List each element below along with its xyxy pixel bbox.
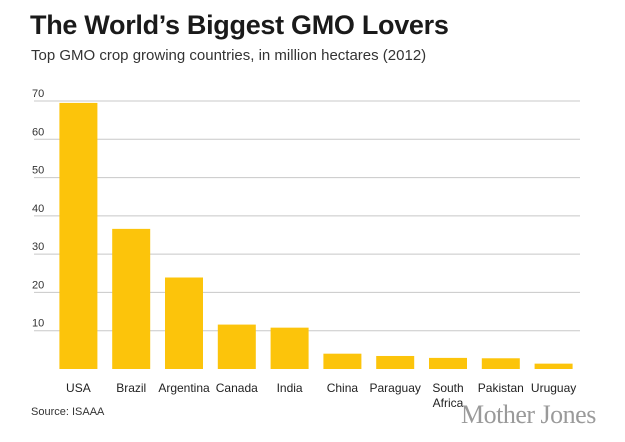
bar: [59, 102, 98, 370]
x-tick-label: Pakistan: [478, 381, 524, 395]
x-tick-label-line: Paraguay: [370, 381, 421, 395]
y-tick-label: 50: [32, 165, 44, 177]
source-note: Source: ISAAA: [31, 406, 105, 418]
x-tick-label: Paraguay: [370, 381, 421, 395]
bar: [429, 357, 467, 369]
x-tick-label: USA: [66, 381, 91, 395]
x-tick-label-line: Canada: [216, 381, 258, 395]
x-tick-label-line: Pakistan: [478, 381, 524, 395]
x-tick-label-line: China: [327, 381, 359, 395]
chart-title: The World’s Biggest GMO Lovers: [30, 10, 449, 40]
x-tick-label: South Africa: [432, 381, 463, 410]
x-tick-label-line: India: [277, 381, 303, 395]
x-tick-label: Argentina: [158, 381, 210, 395]
bar: [270, 327, 309, 369]
y-tick-label: 70: [32, 88, 44, 100]
x-tick-label-line: Uruguay: [531, 381, 576, 395]
x-tick-label-line: South: [432, 381, 463, 395]
y-tick-label: 30: [32, 241, 44, 253]
x-tick-label-line: Africa: [433, 396, 464, 410]
bar: [481, 358, 520, 369]
x-tick-label: India: [277, 381, 303, 395]
x-tick-label: China: [327, 381, 359, 395]
bar: [112, 228, 151, 369]
x-tick-label-line: Brazil: [116, 381, 146, 395]
bar: [323, 353, 362, 369]
bar: [217, 324, 256, 369]
bar: [376, 355, 415, 369]
x-tick-label: Canada: [216, 381, 258, 395]
publisher-logo: Mother Jones: [461, 400, 596, 429]
x-tick-label-line: Argentina: [158, 381, 210, 395]
bar: [165, 277, 203, 369]
y-tick-label: 20: [32, 279, 44, 291]
chart-subtitle: Top GMO crop growing countries, in milli…: [31, 47, 427, 64]
y-tick-label: 40: [32, 203, 44, 215]
x-tick-label: Brazil: [116, 381, 146, 395]
x-tick-label: Uruguay: [531, 381, 576, 395]
bar: [534, 363, 573, 369]
x-tick-label-line: USA: [66, 381, 91, 395]
y-tick-label: 10: [32, 318, 44, 330]
y-tick-label: 60: [32, 126, 44, 138]
